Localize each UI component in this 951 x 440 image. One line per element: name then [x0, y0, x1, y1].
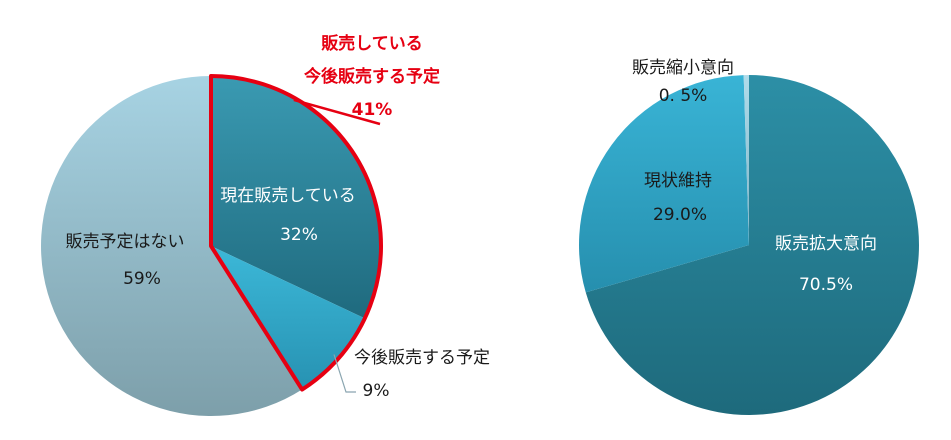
pie-slice — [211, 246, 365, 390]
slice-value-label: 32% — [280, 225, 318, 245]
pie-slice — [743, 74, 749, 245]
slice-label: 販売予定はない — [66, 232, 185, 252]
slice-value-label: 59% — [123, 269, 161, 289]
pie-slice — [211, 76, 381, 319]
right-pie — [578, 74, 919, 415]
callout-leader-line — [293, 98, 381, 126]
left-pie-highlight-outline — [209, 74, 384, 392]
slice-value-label: 0. 5% — [659, 86, 708, 106]
callout-value-label: 41% — [352, 100, 393, 120]
left-pie-leader-line — [333, 354, 356, 393]
slice-value-label: 29.0% — [653, 205, 707, 225]
slice-label: 現在販売している — [220, 186, 356, 206]
pie-slice — [41, 76, 303, 416]
slice-value-label: 9% — [363, 381, 390, 401]
callout-label-line1: 販売している — [321, 33, 423, 54]
slice-label: 販売拡大意向 — [775, 234, 877, 254]
slice-label: 販売縮小意向 — [632, 58, 734, 78]
callout-label-line2: 今後販売する予定 — [304, 66, 440, 87]
slice-label: 現状維持 — [644, 171, 712, 191]
pie-slice — [578, 75, 749, 293]
slice-value-label: 70.5% — [799, 275, 853, 295]
pie-slice — [585, 75, 919, 415]
slice-label: 今後販売する予定 — [354, 348, 490, 368]
left-pie — [41, 76, 381, 416]
